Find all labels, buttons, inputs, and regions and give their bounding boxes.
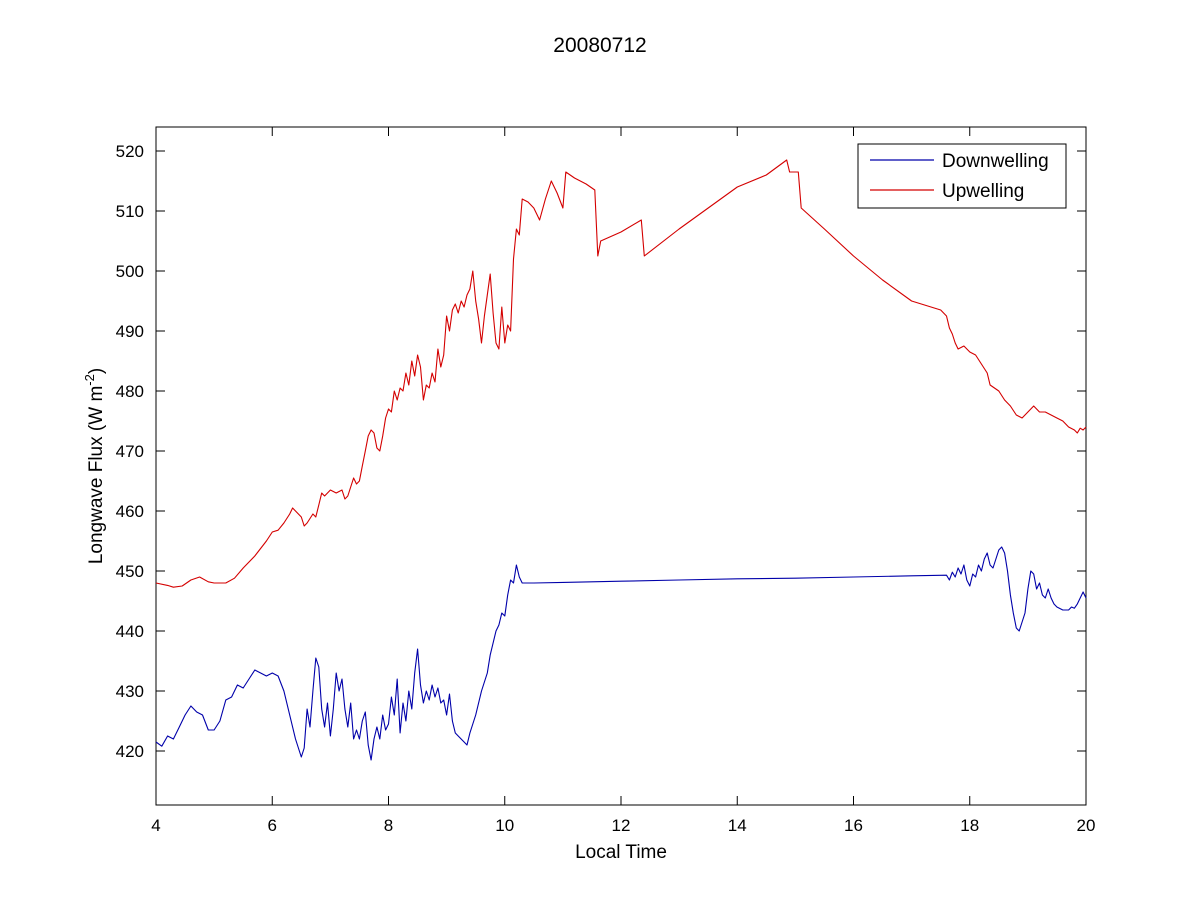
x-tick-label: 6 [268, 816, 277, 835]
series-layer [155, 159, 1087, 761]
y-tick-label: 440 [116, 622, 144, 641]
y-tick-label: 480 [116, 382, 144, 401]
x-tick-label: 20 [1077, 816, 1096, 835]
legend-label-upwelling: Upwelling [942, 181, 1024, 202]
plot-frame [155, 126, 1087, 806]
y-tick-label: 460 [116, 502, 144, 521]
x-tick-label: 8 [384, 816, 393, 835]
y-axis: 420 430 440 450 460 470 480 490 500 510 520 [116, 142, 1086, 761]
y-tick-label: 500 [116, 262, 144, 281]
legend: Downwelling Upwelling [857, 143, 1067, 209]
x-tick-label: 4 [151, 816, 160, 835]
y-axis-title: Longwave Flux (W m-2) [82, 368, 107, 564]
y-axis-title-close: ) [86, 368, 107, 374]
y-axis-title-superscript: -2 [82, 374, 97, 386]
series-line-upwelling [155, 159, 1087, 588]
y-tick-label: 470 [116, 442, 144, 461]
legend-label-downwelling: Downwelling [942, 151, 1049, 172]
x-tick-label: 10 [495, 816, 514, 835]
x-axis: 4 6 8 10 12 14 16 18 20 [151, 127, 1095, 835]
x-tick-label: 14 [728, 816, 747, 835]
legend-box [857, 143, 1067, 209]
x-tick-label: 16 [844, 816, 863, 835]
y-tick-label: 510 [116, 202, 144, 221]
x-tick-label: 12 [612, 816, 631, 835]
chart-title: 20080712 [553, 34, 646, 57]
y-tick-label: 490 [116, 322, 144, 341]
x-tick-label: 18 [960, 816, 979, 835]
series-line-downwelling [155, 546, 1087, 761]
y-tick-label: 520 [116, 142, 144, 161]
y-tick-label: 430 [116, 682, 144, 701]
y-tick-label: 420 [116, 742, 144, 761]
y-axis-title-text: Longwave Flux (W m [86, 386, 107, 564]
x-axis-title: Local Time [575, 842, 667, 863]
y-tick-label: 450 [116, 562, 144, 581]
